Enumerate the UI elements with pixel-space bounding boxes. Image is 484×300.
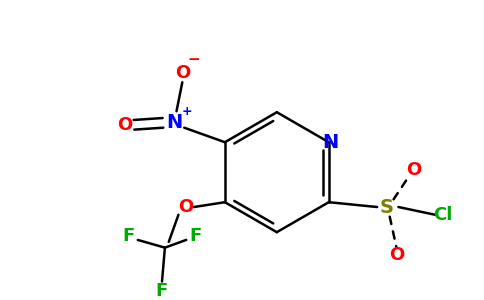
Text: F: F <box>190 227 202 245</box>
Text: O: O <box>117 116 132 134</box>
Text: O: O <box>406 161 422 179</box>
Text: N: N <box>322 133 339 152</box>
Text: N: N <box>166 113 182 132</box>
Text: O: O <box>175 64 190 82</box>
Text: O: O <box>389 246 404 264</box>
Text: O: O <box>179 198 194 216</box>
Text: Cl: Cl <box>433 206 453 224</box>
Text: −: − <box>187 52 200 67</box>
Text: +: + <box>182 105 193 118</box>
Text: F: F <box>122 227 134 245</box>
Text: S: S <box>380 197 394 217</box>
Text: F: F <box>156 282 168 300</box>
